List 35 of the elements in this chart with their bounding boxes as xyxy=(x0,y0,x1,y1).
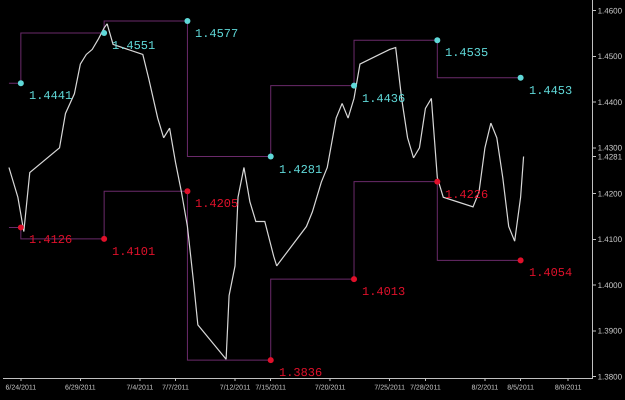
annotation: 1.4453 xyxy=(529,84,572,98)
point xyxy=(518,74,524,81)
y-tick-label: 1.4400 xyxy=(598,98,623,107)
y-tick-label: 1.4000 xyxy=(598,280,623,290)
point xyxy=(434,37,440,44)
point xyxy=(184,18,190,24)
annotation: 1.4126 xyxy=(29,233,72,247)
point xyxy=(184,188,190,194)
annotation: 1.4054 xyxy=(529,266,572,280)
line-series xyxy=(8,23,524,360)
y-tick-label: 1.4281 xyxy=(598,152,623,162)
annotation: 1.4441 xyxy=(29,89,72,103)
annotation: 1.4101 xyxy=(112,245,156,259)
annotation: 1.3836 xyxy=(279,366,322,380)
annotation: 1.4281 xyxy=(279,163,322,177)
y-tick-label: 1.3900 xyxy=(598,326,623,336)
y-tick-label: 1.4300 xyxy=(598,144,623,153)
point xyxy=(351,276,358,282)
y-tick-label: 1.4500 xyxy=(598,52,623,62)
point xyxy=(434,178,440,185)
point xyxy=(101,236,108,242)
y-tick-label: 1.4200 xyxy=(598,189,623,198)
point xyxy=(518,257,524,264)
y-tick-label: 1.4100 xyxy=(598,235,623,244)
point xyxy=(101,30,108,36)
point xyxy=(18,80,24,86)
y-tick-label: 1.4600 xyxy=(598,6,623,16)
annotation: 1.4013 xyxy=(362,285,406,299)
annotation: 1.4535 xyxy=(445,46,488,60)
point xyxy=(18,224,24,230)
point xyxy=(351,82,358,89)
point xyxy=(268,154,274,160)
annotation: 1.4577 xyxy=(195,27,238,41)
point xyxy=(268,357,274,364)
y-tick-label: 1.3800 xyxy=(598,372,623,382)
